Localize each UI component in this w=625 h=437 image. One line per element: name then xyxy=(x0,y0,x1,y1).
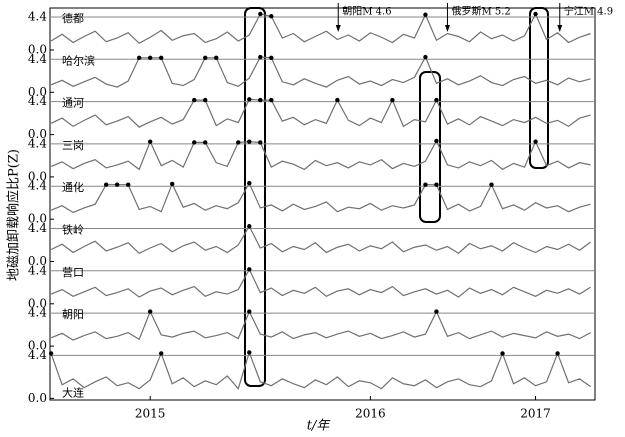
y-tick-label: 4.4 xyxy=(28,179,47,193)
station-label: 通河 xyxy=(62,97,84,110)
y-tick-label: 0.0 xyxy=(28,391,47,405)
y-tick-label: 0.0 xyxy=(28,85,47,99)
x-axis-label: t/年 xyxy=(307,419,332,434)
anomaly-point xyxy=(269,97,274,103)
station-label: 德都 xyxy=(62,11,84,25)
series-line xyxy=(50,310,591,341)
series-line xyxy=(50,224,591,254)
anomaly-point xyxy=(236,140,241,145)
station-label: 朝阳 xyxy=(62,308,84,321)
anomaly-point xyxy=(203,55,208,60)
anomaly-point xyxy=(423,54,428,60)
station-label: 铁岭 xyxy=(62,223,84,237)
station-label: 大连 xyxy=(62,385,84,399)
anomaly-point xyxy=(269,55,274,60)
anomaly-point xyxy=(434,182,439,187)
anomaly-box xyxy=(244,7,266,387)
anomaly-box xyxy=(529,7,549,169)
anomaly-point xyxy=(434,97,439,103)
event-label: 宁江M 4.9 xyxy=(564,5,613,18)
anomaly-point xyxy=(555,351,560,356)
series-line xyxy=(50,98,591,128)
event-label: 朝阳M 4.6 xyxy=(342,6,391,18)
station-label: 通化 xyxy=(62,180,84,194)
series-line xyxy=(50,267,591,298)
anomaly-point xyxy=(247,224,252,229)
anomaly-point xyxy=(170,181,175,187)
anomaly-point xyxy=(247,309,252,314)
x-tick-label: 2016 xyxy=(355,407,386,421)
y-tick-label: 0.0 xyxy=(28,43,47,57)
anomaly-point xyxy=(434,309,439,314)
y-tick-label: 0.0 xyxy=(28,127,47,141)
anomaly-point xyxy=(247,97,252,102)
y-tick-label: 4.4 xyxy=(28,306,47,320)
anomaly-point xyxy=(434,138,439,144)
y-tick-label: 0.0 xyxy=(28,339,47,353)
anomaly-point xyxy=(147,309,153,314)
anomaly-point xyxy=(192,97,197,103)
x-tick-label: 2015 xyxy=(135,407,166,421)
plot-frame xyxy=(49,7,596,401)
anomaly-point xyxy=(247,181,252,186)
anomaly-point xyxy=(103,182,109,187)
anomaly-point xyxy=(390,97,395,103)
anomaly-point xyxy=(247,267,252,272)
anomaly-point xyxy=(159,55,164,60)
y-tick-label: 0.0 xyxy=(28,254,47,268)
anomaly-point xyxy=(48,351,54,356)
anomaly-point xyxy=(247,350,252,355)
anomaly-point xyxy=(159,351,164,356)
y-tick-label: 0.0 xyxy=(28,212,47,226)
anomaly-point xyxy=(147,139,153,144)
anomaly-point xyxy=(258,54,263,60)
series-line xyxy=(50,139,591,171)
anomaly-point xyxy=(247,139,252,144)
y-tick-label: 0.0 xyxy=(28,296,47,310)
series-line xyxy=(50,12,591,44)
anomaly-point xyxy=(258,97,263,103)
y-tick-label: 4.4 xyxy=(28,136,47,150)
anomaly-point xyxy=(136,55,142,60)
event-arrow xyxy=(335,25,341,32)
anomaly-point xyxy=(500,351,505,356)
event-label: 俄罗斯M 5.2 xyxy=(451,5,510,18)
anomaly-point xyxy=(423,12,428,17)
y-axis-label: 地磁加卸载响应比P(Z) xyxy=(6,149,22,281)
anomaly-point xyxy=(269,14,274,19)
anomaly-point xyxy=(258,140,263,145)
series-line xyxy=(50,181,591,214)
y-tick-label: 4.4 xyxy=(28,52,47,66)
event-arrow xyxy=(444,25,450,32)
anomaly-point xyxy=(203,97,208,103)
anomaly-point xyxy=(335,97,340,103)
anomaly-point xyxy=(192,140,197,145)
y-tick-label: 0.0 xyxy=(28,169,47,183)
anomaly-point xyxy=(125,182,131,187)
anomaly-point xyxy=(533,11,538,17)
y-tick-label: 4.4 xyxy=(28,221,47,235)
anomaly-point xyxy=(203,140,208,145)
anomaly-point xyxy=(114,182,120,187)
anomaly-point xyxy=(147,55,153,60)
anomaly-point xyxy=(423,182,428,187)
y-tick-label: 4.4 xyxy=(28,94,47,108)
y-tick-label: 4.4 xyxy=(28,10,47,24)
event-arrow xyxy=(557,25,563,32)
y-tick-label: 4.4 xyxy=(28,348,47,362)
anomaly-point xyxy=(533,139,538,144)
series-line xyxy=(50,350,591,390)
station-label: 哈尔滨 xyxy=(62,53,95,67)
series-line xyxy=(50,55,591,88)
station-label: 营口 xyxy=(62,265,84,279)
anomaly-box xyxy=(419,71,441,223)
anomaly-point xyxy=(258,11,263,17)
x-tick-label: 2017 xyxy=(520,407,551,421)
y-tick-label: 4.4 xyxy=(28,263,47,277)
anomaly-point xyxy=(214,55,219,60)
station-label: 三岗 xyxy=(62,139,84,152)
anomaly-point xyxy=(489,182,494,187)
